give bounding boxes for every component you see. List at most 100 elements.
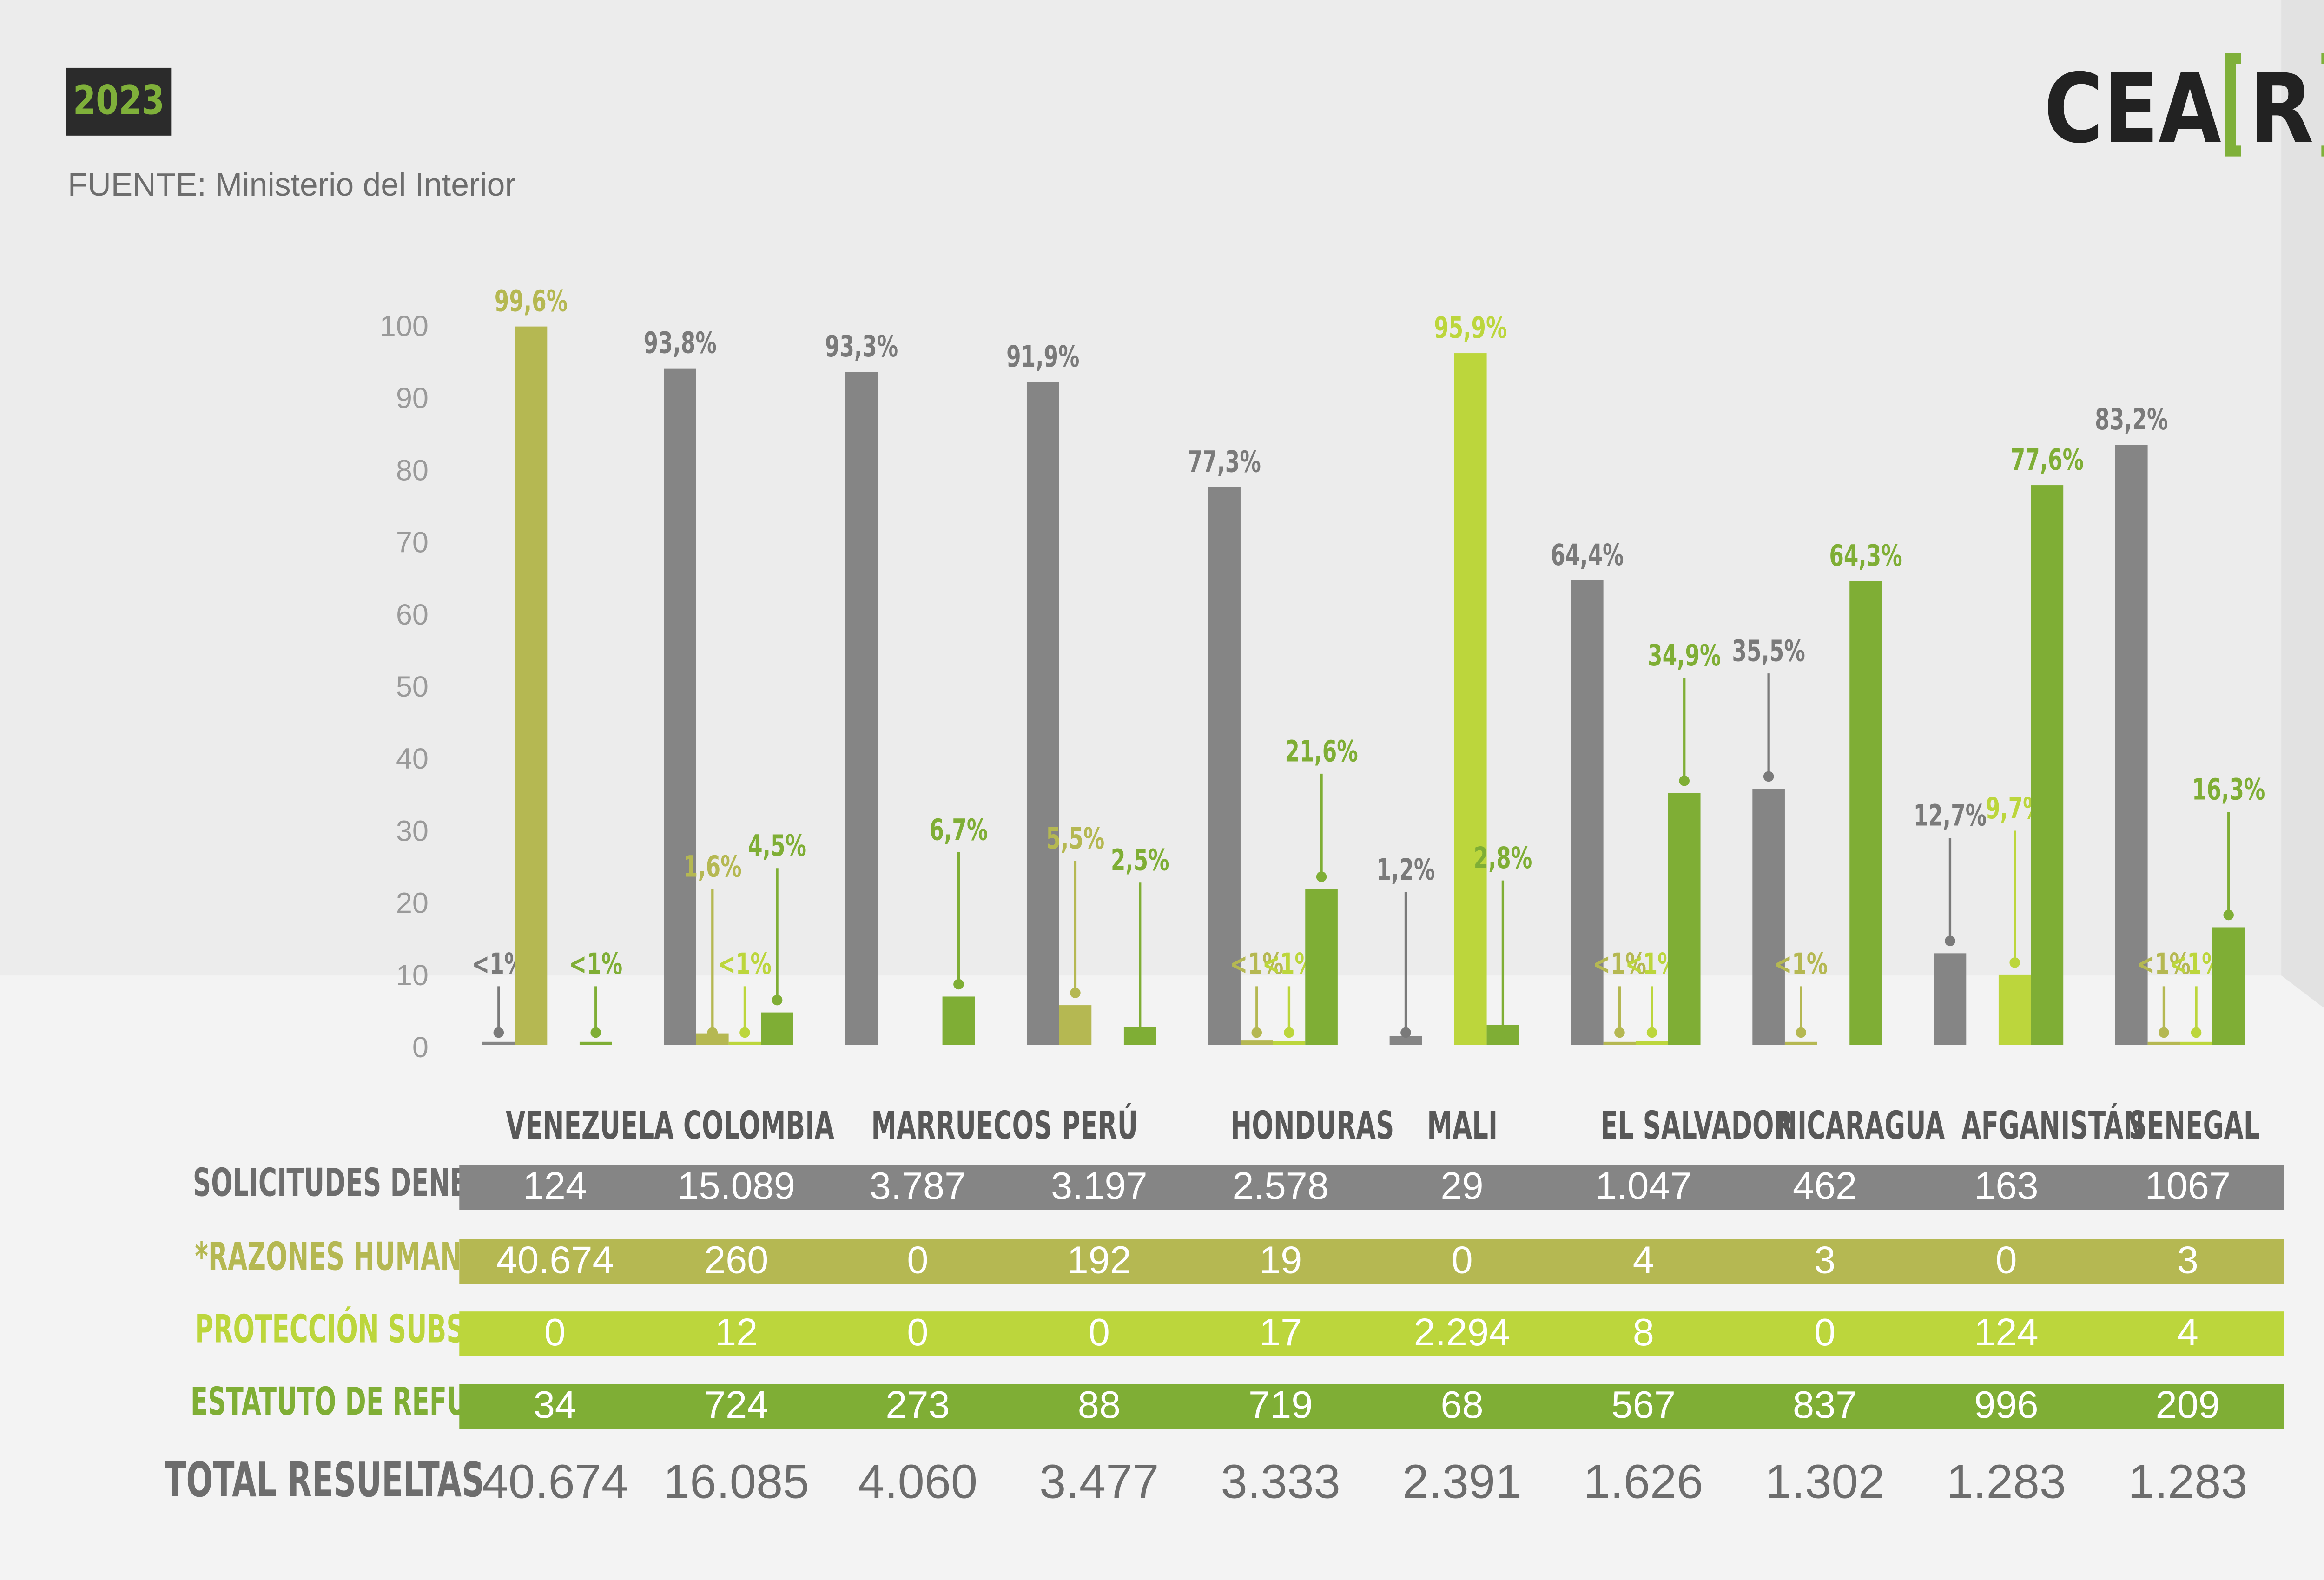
data-label: 2,5% <box>1111 843 1169 877</box>
table-cell: 1067 <box>2145 1165 2231 1208</box>
total-cell: 40.674 <box>482 1455 628 1509</box>
data-label: 1,6% <box>683 849 742 883</box>
table-cell: 3.197 <box>1051 1165 1148 1208</box>
data-label: <1% <box>2137 947 2191 981</box>
table-cell: 3 <box>2177 1239 2199 1283</box>
y-tick-label: 50 <box>396 671 429 703</box>
table-cell: 0 <box>907 1311 929 1355</box>
row-band-subsidiaria <box>459 1311 2284 1356</box>
table-cell: 124 <box>1974 1311 2039 1355</box>
table-cell: 0 <box>544 1311 566 1355</box>
table-cell: 12 <box>715 1311 758 1355</box>
total-cell: 3.477 <box>1039 1455 1159 1509</box>
data-label: 34,9% <box>1648 638 1721 672</box>
bar-denegadas <box>1752 789 1785 1045</box>
bar-denegadas <box>1389 1036 1422 1045</box>
bar-humanitarias <box>515 326 548 1045</box>
leader-dot <box>2191 1027 2202 1038</box>
country-label-text: HONDURAS <box>1230 1103 1394 1148</box>
table-cell: 1.047 <box>1595 1165 1692 1208</box>
y-tick-label: 0 <box>412 1031 429 1064</box>
leader-dot <box>1498 1027 1508 1038</box>
cear-logo-icon: CEA R <box>2044 53 2324 165</box>
bar-chart: 0 10 20 30 40 50 60 70 80 90 100 <1% 93,8% 93,3% 91,9%… <box>380 284 2265 1064</box>
total-cell: 1.283 <box>1946 1455 2067 1509</box>
bar-denegadas <box>2115 445 2148 1045</box>
bar-humanitarias <box>1603 1041 1636 1045</box>
row-band-humanitarias <box>459 1239 2284 1284</box>
bar-humanitarias <box>1240 1040 1273 1045</box>
table-cell: 2.578 <box>1232 1165 1329 1208</box>
table-cell: 15.089 <box>677 1165 795 1208</box>
data-label: 1,2% <box>1377 852 1435 886</box>
row-label-refugiado: ESTATUTO DE REFUGIADO <box>0 1379 560 1424</box>
table-cell: 40.674 <box>496 1239 614 1283</box>
bar-denegadas <box>664 368 696 1045</box>
source-note: FUENTE: Ministerio del Interior <box>67 168 516 204</box>
leader-dot <box>1646 1027 1657 1038</box>
table-cell: 3 <box>1814 1239 1836 1283</box>
y-tick-label: 30 <box>396 815 429 847</box>
leader-dot <box>1614 1027 1625 1038</box>
data-label: 64,3% <box>1829 539 1902 573</box>
data-label: 21,6% <box>1285 734 1358 768</box>
country-label: NICARAGUA <box>1732 1103 1945 1148</box>
bar-subsidiaria <box>728 1041 761 1045</box>
leader-dot <box>1316 871 1327 882</box>
country-label: MALI <box>1370 1103 1555 1148</box>
table-cell: 0 <box>1451 1239 1473 1283</box>
data-label: 91,9% <box>1006 339 1079 373</box>
country-label-text: MARRUECOS <box>872 1103 1053 1148</box>
country-label: VENEZUELA <box>462 1103 674 1148</box>
table-cell: 8 <box>1632 1311 1654 1355</box>
data-label: 93,8% <box>643 326 716 360</box>
y-tick-label: 60 <box>396 599 429 631</box>
leader-dot <box>590 1027 601 1038</box>
country-label-text: EL SALVADOR <box>1600 1103 1794 1148</box>
leader-dot <box>1945 935 1955 947</box>
data-label: 64,4% <box>1551 538 1624 572</box>
y-tick-label: 20 <box>396 887 429 920</box>
bar-subsidiaria <box>1636 1041 1668 1045</box>
table-cell: 567 <box>1611 1384 1676 1427</box>
leader-dot <box>707 1027 718 1038</box>
leader-dot <box>493 1027 504 1038</box>
leader-dot <box>772 994 783 1006</box>
country-label-text: SENEGAL <box>2129 1103 2260 1148</box>
data-label: <1% <box>718 947 772 981</box>
table-cell: 0 <box>907 1239 929 1283</box>
leader-dot <box>1135 1027 1146 1038</box>
table-cell: 724 <box>704 1384 769 1427</box>
leader-dot <box>2009 957 2020 968</box>
leader-dot <box>953 979 964 990</box>
bar-humanitarias <box>2147 1041 2180 1045</box>
total-cell: 4.060 <box>858 1455 978 1509</box>
bar-refugiado <box>2212 927 2245 1045</box>
y-tick-label: 100 <box>380 310 429 342</box>
table-cell: 4 <box>1632 1239 1654 1283</box>
year-badge: 2023 <box>66 67 172 136</box>
leader-dot <box>2159 1027 2169 1038</box>
table-cell: 88 <box>1077 1384 1121 1427</box>
y-tick-label: 90 <box>396 382 429 415</box>
bar-refugiado <box>1849 581 1882 1045</box>
country-label-text: MALI <box>1426 1103 1498 1148</box>
table-cell: 837 <box>1792 1384 1857 1427</box>
data-label: 2,8% <box>1473 841 1532 875</box>
bar-refugiado <box>1668 793 1701 1045</box>
y-tick-label: 80 <box>396 454 429 487</box>
row-label-humanitarias: *RAZONES HUMANITARIAS <box>0 1234 573 1279</box>
leader-dot <box>739 1027 750 1038</box>
total-cell: 16.085 <box>663 1455 810 1509</box>
country-label-text: PERÚ <box>1061 1103 1137 1148</box>
bar-refugiado <box>579 1041 612 1045</box>
country-label: MARRUECOS <box>825 1103 1053 1148</box>
leader-dot <box>1284 1027 1294 1038</box>
data-label: 77,6% <box>2011 442 2084 476</box>
total-cell: 2.391 <box>1402 1455 1522 1509</box>
bar-refugiado <box>1305 889 1338 1045</box>
total-cell: 1.283 <box>2128 1455 2248 1509</box>
table-cell: 0 <box>1814 1311 1836 1355</box>
bar-subsidiaria <box>1998 974 2031 1045</box>
bar-subsidiaria <box>1454 353 1487 1045</box>
